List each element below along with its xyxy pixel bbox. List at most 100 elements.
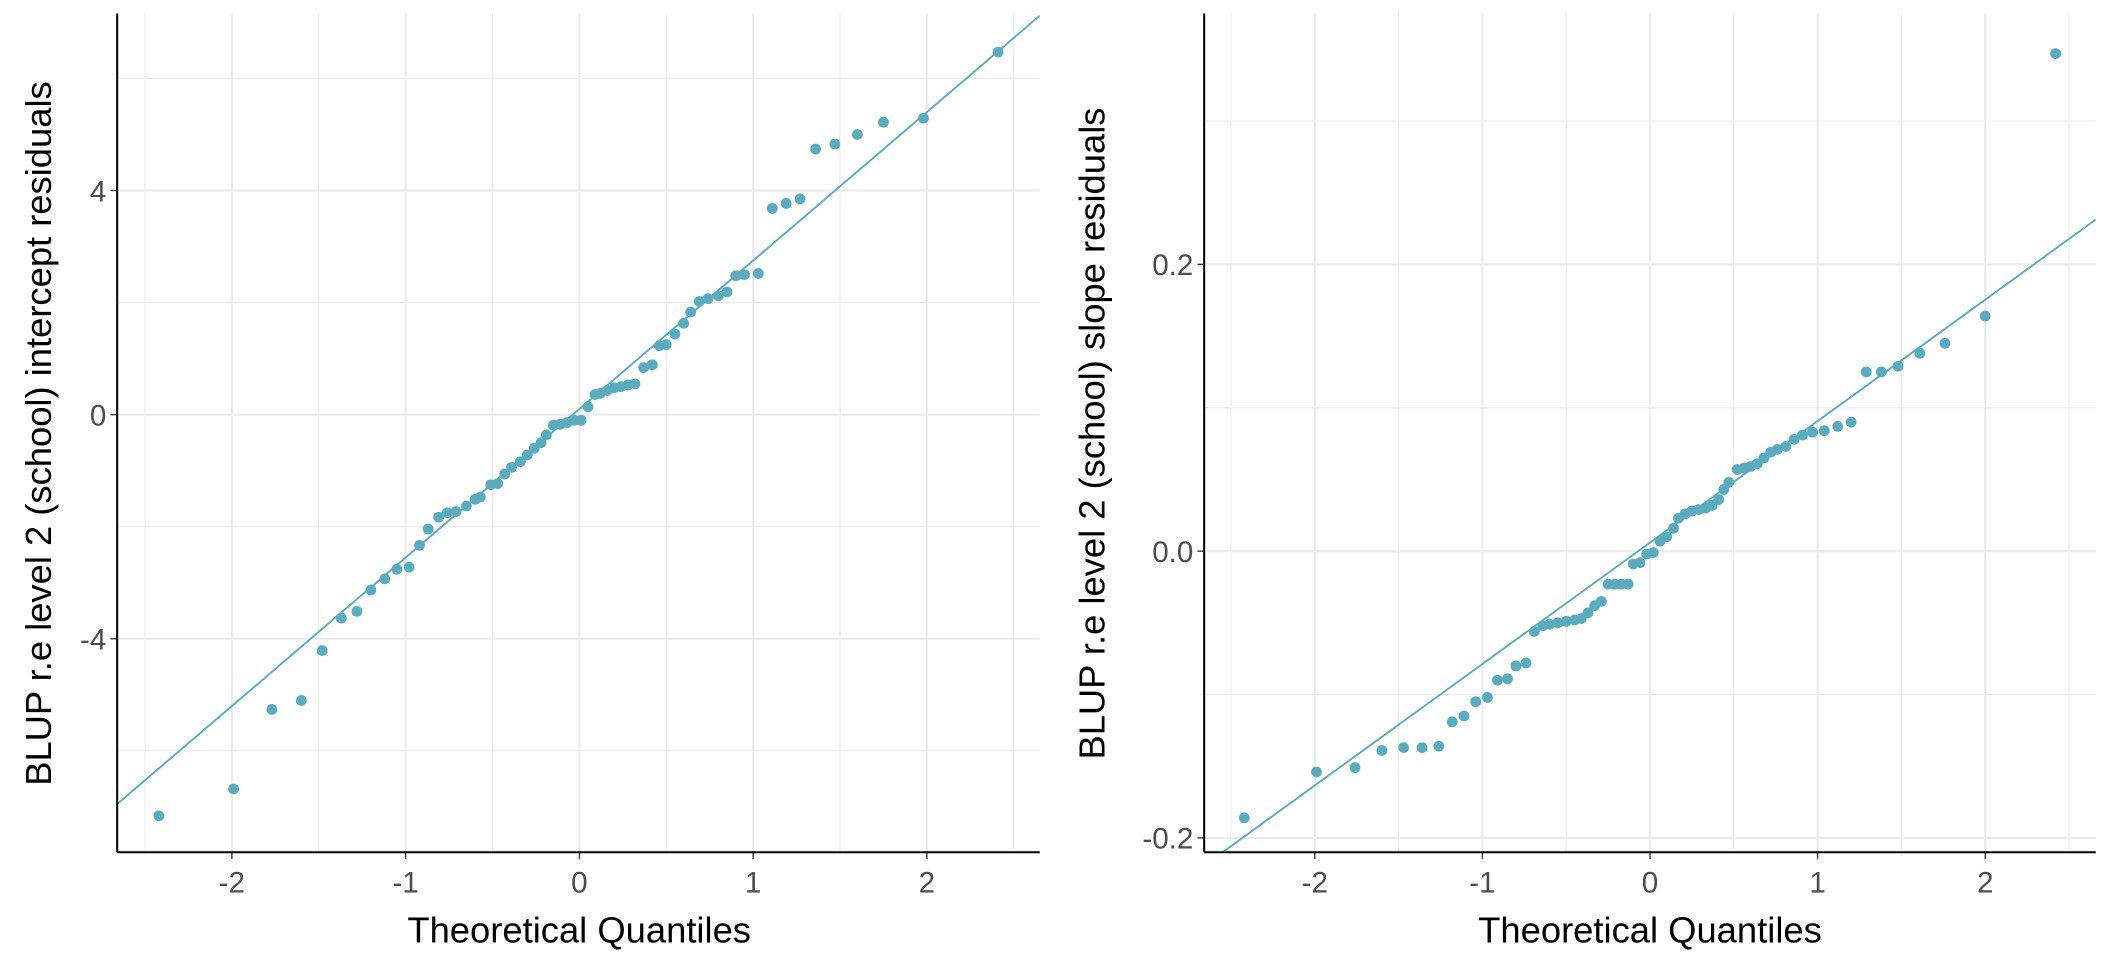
data-point — [1875, 366, 1887, 378]
x-tick-label: 2 — [919, 867, 935, 900]
data-point — [335, 612, 347, 624]
data-point — [1661, 531, 1673, 543]
data-point — [852, 129, 863, 140]
y-axis-title: BLUP r.e level 2 (school) slope residual… — [1071, 108, 1112, 760]
data-point — [1713, 494, 1725, 505]
data-point — [1668, 522, 1679, 534]
data-point — [266, 704, 278, 715]
qq-reference-line — [117, 14, 1040, 805]
data-point — [1596, 595, 1607, 607]
x-axis-title: Theoretical Quantiles — [1478, 910, 1822, 951]
data-point — [1723, 476, 1735, 488]
x-tick-label: -2 — [1302, 867, 1328, 900]
x-tick-label: 1 — [745, 867, 761, 900]
data-point — [678, 317, 690, 329]
data-point — [1502, 673, 1513, 685]
data-point — [433, 511, 445, 523]
data-point — [1845, 416, 1857, 428]
x-axis-title: Theoretical Quantiles — [407, 910, 751, 951]
data-point — [721, 286, 733, 298]
intercept-qq-plot: -2 -1 0 1 2 -4 0 4 Theoretical Quantiles BLUP r… — [18, 13, 1040, 950]
data-point — [1239, 812, 1250, 824]
data-point — [1446, 716, 1458, 728]
data-point — [712, 290, 724, 302]
data-point — [646, 359, 658, 371]
data-point — [1771, 443, 1783, 455]
data-point — [1979, 310, 1991, 322]
data-point — [810, 143, 822, 155]
data-point — [1634, 557, 1646, 569]
data-point — [1832, 421, 1844, 432]
data-point — [685, 306, 696, 318]
data-point — [403, 561, 415, 573]
data-point — [1818, 425, 1830, 437]
data-point — [669, 328, 681, 340]
x-tick-label: -2 — [219, 867, 245, 900]
data-point — [1433, 740, 1445, 752]
data-point — [1349, 762, 1361, 774]
data-point — [1622, 578, 1634, 590]
data-point — [474, 491, 486, 503]
data-point — [2050, 48, 2061, 59]
data-point — [1939, 337, 1951, 349]
data-point — [535, 437, 547, 449]
data-point — [450, 506, 462, 517]
data-point — [1520, 657, 1532, 669]
data-point — [1492, 674, 1503, 686]
data-point — [351, 605, 363, 617]
y-tick-label: -4 — [80, 624, 106, 657]
data-point — [316, 645, 328, 656]
data-point — [365, 584, 377, 596]
data-point — [295, 695, 307, 706]
data-point — [1914, 347, 1926, 359]
data-point — [1797, 429, 1808, 441]
data-point — [829, 138, 841, 150]
x-tick-label: 0 — [1642, 867, 1658, 900]
y-tick-label: 0.0 — [1152, 536, 1193, 569]
data-point — [1510, 660, 1522, 672]
data-point — [514, 456, 526, 468]
data-point — [1528, 626, 1540, 637]
data-point — [506, 461, 518, 473]
data-point — [638, 362, 650, 373]
data-point — [414, 539, 425, 551]
data-point — [1860, 366, 1872, 378]
x-tick-label: 2 — [1977, 867, 1993, 900]
data-point — [702, 293, 714, 305]
data-point — [153, 810, 165, 822]
y-tick-label: 0.2 — [1152, 249, 1193, 282]
x-tick-label: -1 — [392, 867, 418, 900]
data-point — [1788, 433, 1800, 445]
data-point — [878, 116, 889, 128]
data-point — [1582, 607, 1594, 619]
y-tick-label: 4 — [90, 175, 106, 208]
data-point — [228, 783, 239, 795]
y-tick-label: -0.2 — [1142, 823, 1193, 856]
data-point — [660, 339, 672, 351]
data-point — [739, 269, 750, 280]
data-point — [1416, 742, 1428, 753]
data-point — [1376, 745, 1388, 756]
data-point — [575, 414, 587, 426]
data-point — [766, 203, 778, 214]
data-point — [492, 478, 504, 489]
data-point — [1892, 360, 1904, 372]
data-point — [1398, 742, 1410, 753]
data-point — [422, 523, 434, 535]
data-point — [1482, 692, 1493, 703]
data-point — [1458, 710, 1470, 722]
data-point — [730, 270, 742, 282]
data-point — [794, 193, 806, 205]
data-point — [752, 268, 764, 279]
data-point — [1647, 547, 1659, 558]
y-axis-title: BLUP r.e level 2 (school) intercept resi… — [18, 81, 59, 786]
y-tick-label: 0 — [90, 399, 106, 432]
data-point — [379, 573, 391, 585]
data-point — [992, 46, 1004, 58]
x-tick-label: -1 — [1469, 867, 1495, 900]
data-point — [1544, 618, 1555, 630]
data-point — [391, 563, 403, 575]
data-point — [521, 449, 533, 461]
